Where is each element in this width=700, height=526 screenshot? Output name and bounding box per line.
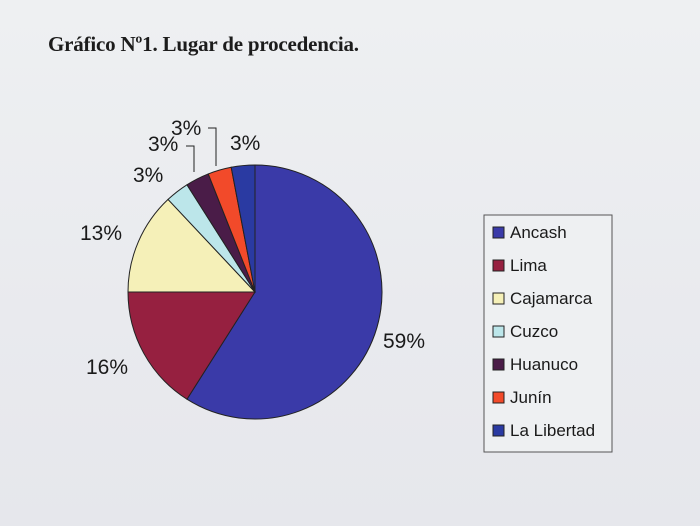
legend-label: La Libertad (510, 421, 595, 440)
slice-label: 13% (80, 222, 122, 245)
legend-label: Junín (510, 388, 552, 407)
pie-slice-lima (127, 291, 256, 400)
slice-label: 16% (86, 356, 128, 379)
pie-slice-cajamarca (127, 198, 257, 293)
legend-label: Huanuco (510, 355, 578, 374)
slice-labels: 59%16%13%3%3%3%3% (80, 117, 425, 379)
legend-label: Ancash (510, 223, 567, 242)
legend-swatch (492, 391, 505, 404)
pie-slice-ancash (186, 164, 383, 420)
pie-slice-la-libertad (230, 164, 256, 293)
chart-title: Gráfico Nº1. Lugar de procedencia. (48, 32, 359, 56)
slice-label: 3% (133, 164, 163, 187)
legend-box (483, 214, 613, 453)
legend-swatch (492, 358, 505, 371)
leader-line (186, 145, 195, 172)
leader-line (208, 127, 217, 166)
pie-slices (127, 164, 383, 420)
slice-label: 3% (148, 133, 178, 156)
legend-label: Cuzco (510, 322, 558, 341)
legend-swatch (492, 259, 505, 272)
slice-label: 59% (383, 330, 425, 353)
legend-swatch (492, 292, 505, 305)
legend-swatch (492, 226, 505, 239)
legend-swatch (492, 424, 505, 437)
legend: Ancash Lima Cajamarca Cuzco Huanuco Junín La L… (483, 214, 613, 453)
leader-lines (186, 127, 217, 172)
slice-label: 3% (171, 117, 201, 140)
legend-label: Lima (510, 256, 547, 275)
slice-label: 3% (230, 132, 260, 155)
legend-swatch (492, 325, 505, 338)
legend-label: Cajamarca (510, 289, 593, 308)
